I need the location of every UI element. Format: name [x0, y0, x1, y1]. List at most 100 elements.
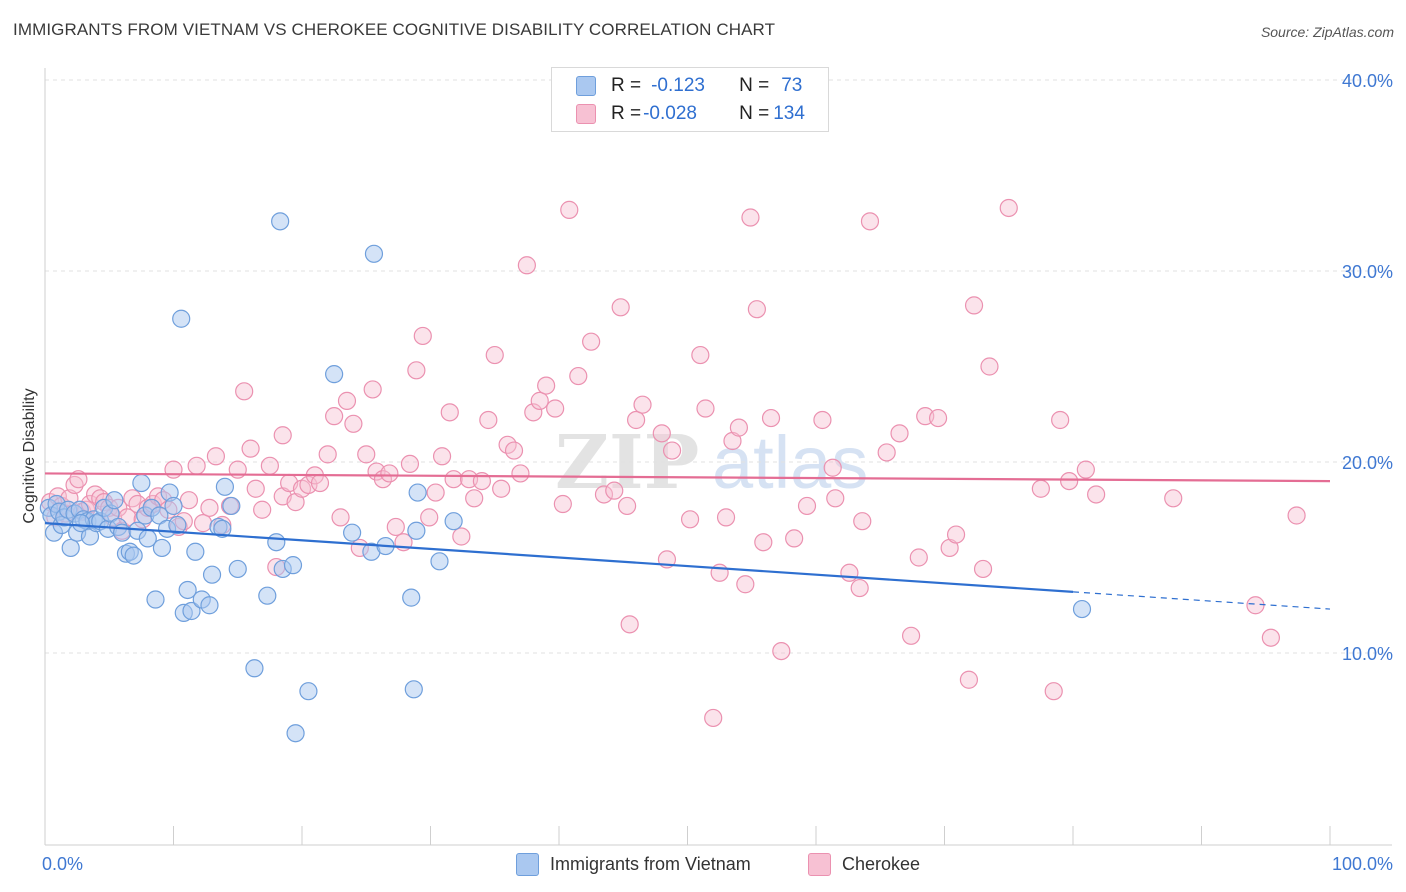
cherokee-point	[633, 395, 652, 414]
cherokee-point	[504, 441, 524, 460]
vietnam-point	[444, 512, 463, 531]
cherokee-points	[41, 198, 1306, 728]
x-tick-label-min: 0.0%	[42, 854, 83, 874]
cherokee-point	[344, 414, 363, 433]
cherokee-point	[605, 481, 624, 500]
legend-label: Immigrants from Vietnam	[550, 853, 751, 874]
vietnam-point	[215, 477, 234, 496]
cherokee-point	[273, 426, 292, 445]
cherokee-point	[964, 296, 984, 315]
vietnam-point	[132, 473, 151, 493]
vietnam-point	[245, 659, 264, 678]
cherokee-point	[492, 479, 511, 498]
vietnam-point	[286, 724, 305, 743]
vietnam-point	[105, 491, 124, 510]
trend-lines	[44, 472, 1331, 610]
vietnam-point	[168, 515, 187, 535]
cherokee-point	[1051, 410, 1070, 430]
axes	[44, 68, 1392, 846]
r-label: R =	[611, 103, 642, 124]
cherokee-point	[840, 563, 859, 582]
y-axis-label: Cognitive Disability	[21, 388, 38, 523]
cherokee-swatch	[808, 852, 831, 876]
cherokee-point	[860, 212, 880, 231]
vietnam-point	[404, 680, 423, 699]
cherokee-point	[736, 575, 755, 594]
vietnam-point	[364, 244, 384, 263]
cherokee-point	[530, 391, 549, 410]
cherokee-point	[200, 498, 219, 517]
n-value: 73	[781, 75, 803, 96]
cherokee-point	[626, 410, 646, 430]
cherokee-point	[1060, 472, 1079, 491]
vietnam-point	[343, 523, 362, 542]
cherokee-point	[546, 399, 565, 418]
cherokee-point	[813, 410, 832, 430]
cherokee-point	[413, 326, 432, 346]
cherokee-point	[620, 615, 639, 634]
y-tick-label: 20.0%	[1342, 453, 1393, 473]
cherokee-point	[691, 345, 710, 365]
vietnam-point	[152, 538, 172, 558]
cherokee-point	[485, 345, 504, 365]
legend-label: Cherokee	[842, 853, 921, 874]
cherokee-point	[716, 508, 736, 527]
vietnam-point	[124, 546, 143, 565]
x-tick-label-max: 100.0%	[1332, 854, 1393, 874]
cherokee-point	[1087, 485, 1106, 504]
cherokee-point	[465, 489, 484, 508]
vietnam-point	[186, 542, 205, 561]
cherokee-swatch	[576, 104, 596, 124]
cherokee-point	[1044, 682, 1063, 701]
n-value: 134	[773, 103, 805, 124]
cherokee-point	[909, 548, 928, 567]
cherokee-point	[537, 376, 556, 395]
cherokee-point	[729, 418, 749, 437]
vietnam-point	[1072, 599, 1092, 619]
cherokee-point	[569, 366, 588, 386]
cherokee-point	[594, 485, 614, 504]
correlation-legend: R = -0.123 N = 73 R = -0.028 N = 134	[551, 67, 829, 132]
vietnam-swatch	[576, 76, 596, 96]
cherokee-point	[785, 529, 804, 548]
cherokee-point	[1076, 460, 1095, 479]
cherokee-point	[246, 479, 265, 498]
cherokee-point	[426, 483, 445, 502]
cherokee-point	[973, 559, 993, 579]
source-label: Source: ZipAtlas.com	[1260, 24, 1394, 40]
vietnam-swatch	[516, 852, 539, 876]
vietnam-trend-line	[44, 522, 1074, 593]
y-tick-label: 30.0%	[1342, 262, 1393, 282]
cherokee-point	[325, 407, 344, 426]
cherokee-point	[179, 491, 199, 510]
cherokee-point	[511, 464, 530, 483]
cherokee-point	[853, 512, 872, 531]
cherokee-point	[611, 298, 630, 317]
vietnam-point	[283, 556, 303, 575]
cherokee-point	[452, 527, 471, 546]
cherokee-point	[193, 514, 213, 533]
vietnam-point	[213, 519, 232, 538]
cherokee-point	[380, 464, 399, 483]
cherokee-point	[432, 447, 452, 466]
vietnam-point	[407, 521, 426, 540]
vietnam-point	[150, 506, 169, 525]
cherokee-point	[618, 496, 637, 516]
legend-item-vietnam: Immigrants from Vietnam	[516, 852, 751, 876]
cherokee-point	[696, 399, 715, 418]
cherokee-point	[1287, 506, 1306, 525]
cherokee-point	[479, 410, 498, 430]
cherokee-point	[999, 198, 1018, 218]
cherokee-point	[299, 475, 318, 495]
vietnam-point	[299, 682, 318, 701]
cherokee-point	[980, 357, 999, 376]
cherokee-point	[826, 489, 845, 508]
cherokee-point	[331, 508, 350, 527]
cherokee-point	[235, 382, 254, 401]
cherokee-point	[357, 445, 376, 464]
cherokee-point	[260, 456, 279, 475]
cherokee-point	[420, 508, 439, 527]
cherokee-point	[164, 460, 183, 479]
cherokee-point	[680, 510, 700, 529]
